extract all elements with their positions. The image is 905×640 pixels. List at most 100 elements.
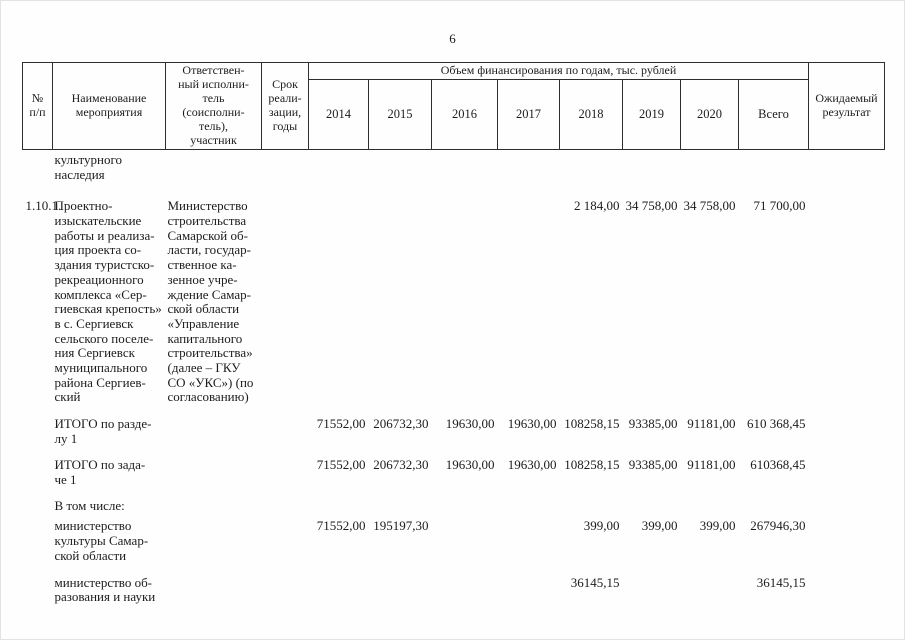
cell-2014 [309,488,369,514]
cell-2020 [681,150,739,183]
header-total: Всего [738,79,809,150]
cell-executor [166,513,262,563]
cell-result [809,446,885,487]
cell-num: 1.10.1. [25,198,62,214]
cell-term [262,564,309,605]
cell-total: 610368,45 [750,457,806,473]
cell-executor [166,150,262,183]
cell-result [809,488,885,514]
cell-2015: 195197,30 [373,518,429,534]
cell-2016 [432,488,498,514]
cell-2018: 108258,15 [564,416,620,431]
cell-name: ИТОГО по разде- лу 1 [54,416,152,446]
cell-total: 267946,30 [750,518,806,534]
cell-2018: 108258,15 [564,457,620,473]
cell-2020: 91181,00 [687,457,736,473]
cell-result [809,150,885,183]
cell-2016 [432,513,498,563]
page-number: 6 [449,31,456,46]
header-year-2018: 2018 [559,79,623,150]
cell-2018 [560,150,623,183]
table-row: министерство культуры Самар- ской област… [23,513,885,563]
cell-2018: 2 184,00 [574,198,620,214]
cell-2016: 19630,00 [445,457,495,473]
cell-2015 [369,182,432,405]
cell-2017: 19630,00 [507,416,557,431]
table-row: культурного наследия [23,150,885,183]
header-executor: Ответствен- ный исполни- тель (соисполни… [165,62,262,150]
table-row: министерство об- разования и науки 36145… [23,564,885,605]
cell-2019 [623,488,681,514]
cell-name: В том числе: [54,497,125,513]
cell-2017 [498,564,560,605]
cell-2020 [681,564,739,605]
header-result: Ожидаемый результат [808,62,885,150]
cell-2018: 399,00 [583,518,620,534]
cell-2014: 71552,00 [316,518,366,534]
cell-2019 [623,564,681,605]
cell-2017 [498,488,560,514]
table-header-row-top: № п/п Наименование мероприятия Ответстве… [22,62,885,150]
cell-name: министерство об- разования и науки [54,574,156,605]
header-term: Срок реали- зации, годы [261,62,309,150]
cell-num [23,564,53,605]
cell-2019: 93385,00 [628,416,678,431]
cell-term [262,405,309,446]
cell-executor [166,446,262,487]
cell-2016: 19630,00 [445,416,495,431]
cell-result [809,513,885,563]
cell-executor [166,405,262,446]
cell-2020 [681,488,739,514]
cell-2019: 34 758,00 [625,198,678,214]
cell-name: Проектно- изыскательские работы и реализ… [54,198,162,405]
cell-result [809,182,885,405]
cell-2015 [369,150,432,183]
cell-2017: 19630,00 [507,457,557,473]
cell-2014 [309,182,369,405]
cell-2019 [623,150,681,183]
cell-name: министерство культуры Самар- ской област… [54,518,149,563]
cell-2017 [498,182,560,405]
cell-2020: 91181,00 [687,416,736,431]
table-row: В том числе: [23,488,885,514]
header-year-2017: 2017 [497,79,560,150]
cell-2014 [309,150,369,183]
cell-result [809,564,885,605]
header-year-2015: 2015 [368,79,432,150]
table-header-row-years: 2014 2015 2016 2017 2018 2019 2020 Всего [23,79,885,150]
cell-total [739,488,809,514]
financing-table: № п/п Наименование мероприятия Ответстве… [22,62,885,605]
cell-name: культурного наследия [54,152,122,182]
cell-num [23,513,53,563]
header-year-2014: 2014 [308,79,369,150]
cell-executor [166,564,262,605]
table-header: № п/п Наименование мероприятия Ответстве… [22,62,885,150]
cell-num [23,150,53,183]
cell-term [262,513,309,563]
header-num: № п/п [22,62,53,150]
cell-2017 [498,150,560,183]
cell-executor: Министерство строительства Самарской об-… [167,198,254,405]
cell-2015 [369,488,432,514]
header-year-2016: 2016 [431,79,498,150]
table-body: культурного наследия 1.10.1. Проектно- и… [23,150,885,605]
cell-total: 610 368,45 [747,416,806,431]
cell-num [23,488,53,514]
cell-2020: 34 758,00 [683,198,736,214]
cell-total: 36145,15 [756,574,806,590]
cell-num [23,405,53,446]
header-year-2019: 2019 [622,79,681,150]
cell-executor [166,488,262,514]
cell-2019: 399,00 [641,518,678,534]
cell-2018 [560,488,623,514]
cell-2017 [498,513,560,563]
cell-term [262,446,309,487]
cell-total: 71 700,00 [753,198,806,214]
cell-2016 [432,150,498,183]
cell-term [262,150,309,183]
cell-2015: 206732,30 [373,457,429,473]
header-year-2020: 2020 [680,79,739,150]
table-row: 1.10.1. Проектно- изыскательские работы … [23,182,885,405]
cell-2016 [432,564,498,605]
cell-2015: 206732,30 [373,416,429,431]
